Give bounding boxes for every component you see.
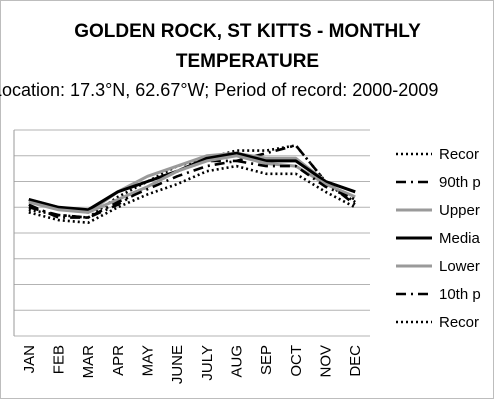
legend-label: Lower: [439, 258, 480, 275]
legend-label: Recor: [439, 314, 479, 331]
legend-label: 10th p: [439, 286, 481, 303]
x-tick-label: AUG: [229, 345, 246, 378]
x-tick-label: NOV: [318, 345, 335, 378]
legend-label: Recor: [439, 146, 479, 163]
legend-label: Media: [439, 230, 481, 247]
x-tick-label: JULY: [199, 345, 216, 381]
x-tick-label: OCT: [288, 345, 305, 377]
legend-label: Upper: [439, 202, 480, 219]
x-tick-label: JUNE: [169, 345, 186, 384]
x-tick-label: APR: [110, 345, 127, 376]
chart-title-line-1: GOLDEN ROCK, ST KITTS - MONTHLY: [74, 21, 421, 42]
legend-label: 90th p: [439, 174, 481, 191]
x-tick-label: DEC: [347, 345, 364, 377]
x-tick-label: MAR: [80, 345, 97, 379]
chart-title-line-2: TEMPERATURE: [175, 51, 320, 72]
x-tick-label: FEB: [51, 345, 68, 374]
x-tick-label: JAN: [21, 345, 38, 373]
x-tick-label: MAY: [140, 345, 157, 376]
x-tick-label: SEP: [258, 345, 275, 375]
chart-subtitle: Location: 17.3°N, 62.67°W; Period of rec…: [0, 80, 439, 100]
series-line: [28, 154, 356, 214]
series-line: [28, 164, 356, 224]
series-line: [28, 151, 356, 214]
